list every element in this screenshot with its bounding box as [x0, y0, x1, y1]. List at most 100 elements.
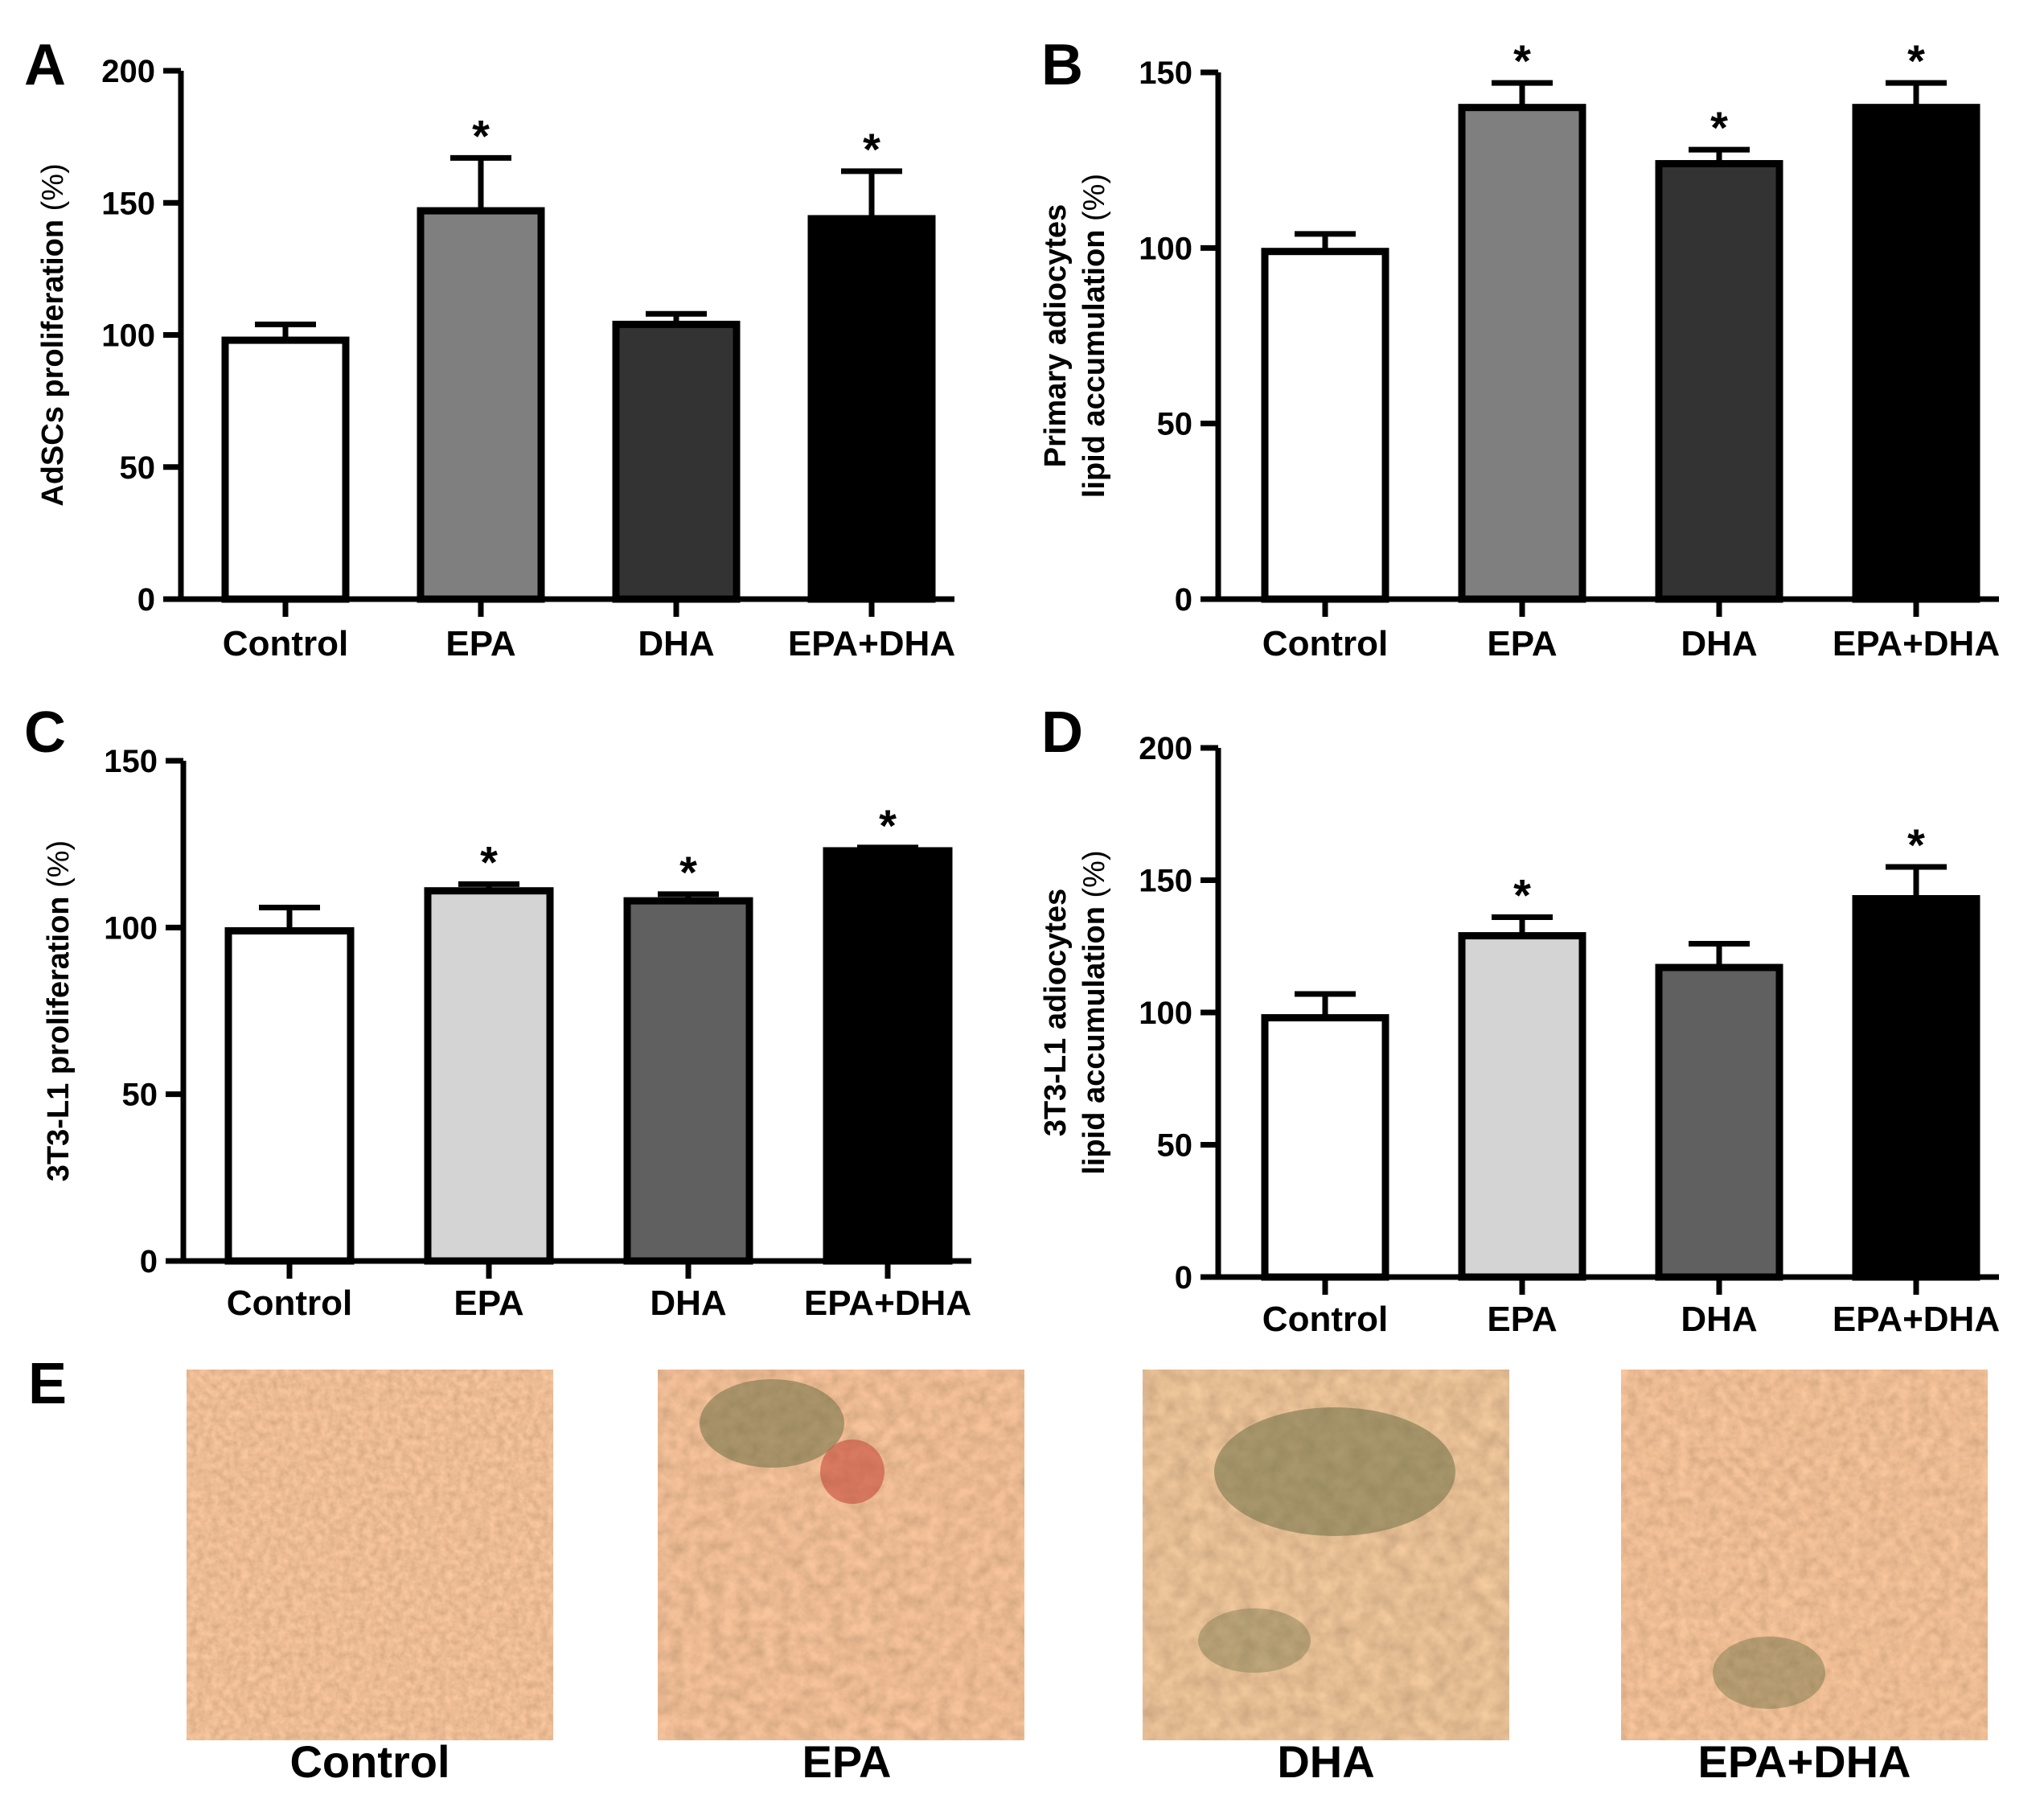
bar-d-epa [1458, 932, 1586, 1281]
significance-a-3: * [863, 124, 880, 175]
significance-a-1: * [472, 110, 490, 161]
y-tick-label-a-200: 200 [101, 54, 155, 89]
micrograph-dha-dark-region-2 [1198, 1608, 1311, 1673]
y-axis-label-b: Primary adiocytes [1039, 204, 1073, 467]
panel-c-chart: C 0 50 100 150 Control EPA * DHA * EPA+DHA * 3T3-L1… [24, 700, 971, 1323]
micrograph-control-texture [187, 1370, 553, 1740]
panel-letter-a: A [24, 33, 66, 97]
significance-b-2: * [1710, 102, 1728, 153]
bar-a-dha [612, 320, 741, 603]
micrograph-dha [1143, 1370, 1509, 1740]
bar-c-dha [623, 897, 753, 1265]
bar-b-control [1261, 248, 1389, 603]
y-axis-unit-d: (%) [1077, 850, 1111, 897]
panel-e-micrographs: E Control EPA DHA EPA+DHA [28, 1352, 1988, 1787]
significance-d-1: * [1513, 870, 1531, 921]
panel-letter-c: C [24, 700, 66, 765]
micrograph-epa-stained-cell [820, 1440, 885, 1504]
category-label-b-0: Control [1262, 624, 1388, 663]
y-axis-label-2-b: lipid accumulation (%) [1077, 174, 1111, 498]
significance-b-1: * [1513, 35, 1531, 86]
panel-a-chart: A 0 50 100 150 200 Control EPA * DHA EPA+DHA * AdSC… [24, 33, 955, 663]
micrograph-epa-dha [1621, 1370, 1988, 1740]
bar-b-epa [1458, 104, 1586, 603]
micrograph-epa [658, 1370, 1024, 1740]
category-label-a-1: EPA [445, 624, 515, 663]
y-axis-unit-a: (%) [36, 163, 70, 211]
bar-d-control [1261, 1014, 1389, 1281]
significance-c-2: * [679, 847, 697, 897]
significance-b-3: * [1907, 35, 1925, 86]
bar-c-control [224, 926, 355, 1265]
y-tick-label-d-0: 0 [1175, 1260, 1192, 1296]
panel-letter-e: E [28, 1352, 67, 1416]
y-tick-label-c-100: 100 [104, 910, 158, 946]
category-label-a-2: DHA [638, 624, 714, 663]
category-label-d-2: DHA [1681, 1300, 1757, 1339]
category-label-c-0: Control [227, 1283, 352, 1323]
category-label-b-2: DHA [1681, 624, 1757, 663]
bar-d-epa-dha [1852, 895, 1980, 1281]
panel-letter-b: B [1041, 33, 1083, 97]
category-label-c-2: DHA [650, 1283, 726, 1323]
plot-a: 0 50 100 150 200 Control EPA * DHA EPA+DHA * AdSCs … [36, 54, 955, 663]
category-label-b-3: EPA+DHA [1833, 624, 2000, 663]
panel-b-chart: B 0 50 100 150 Control EPA * DHA * EPA+DHA * Primar… [1039, 33, 2000, 663]
y-axis-label-d: 3T3-L1 adiocytes [1039, 889, 1073, 1136]
y-tick-label-a-150: 150 [101, 186, 155, 221]
y-axis-label-a: AdSCs proliferation (%) [36, 163, 70, 506]
micrograph-epa-dha-dark-region [1713, 1637, 1825, 1709]
significance-c-1: * [480, 836, 498, 887]
category-label-c-1: EPA [454, 1283, 523, 1323]
bar-a-epa [417, 207, 545, 603]
panel-d-chart: D 0 50 100 150 200 Control EPA * DHA EPA+DHA * 3T3-… [1039, 700, 2000, 1339]
micrograph-epa-dark-region [700, 1379, 844, 1468]
y-tick-label-c-0: 0 [140, 1244, 158, 1279]
y-axis-label-c: 3T3-L1 proliferation (%) [42, 840, 76, 1181]
y-tick-label-a-100: 100 [101, 318, 155, 354]
y-tick-label-d-150: 150 [1139, 864, 1192, 899]
micrograph-control [187, 1370, 553, 1740]
plot-c: 0 50 100 150 Control EPA * DHA * EPA+DHA * 3T3-L1 p… [42, 744, 971, 1323]
category-label-d-0: Control [1262, 1300, 1388, 1339]
micrograph-dha-dark-region [1214, 1407, 1455, 1536]
y-tick-label-c-50: 50 [122, 1078, 158, 1113]
panel-letter-d: D [1041, 700, 1083, 765]
y-tick-label-a-0: 0 [137, 582, 155, 618]
y-tick-label-b-0: 0 [1175, 582, 1192, 618]
micrograph-caption-epa: EPA [802, 1736, 892, 1787]
bar-a-epa-dha [807, 215, 936, 603]
plot-d: 0 50 100 150 200 Control EPA * DHA EPA+DHA * 3T3-L1… [1039, 731, 2000, 1339]
plot-b: 0 50 100 150 Control EPA * DHA * EPA+DHA * Primary … [1039, 35, 2000, 663]
y-tick-label-d-200: 200 [1139, 731, 1192, 766]
micrograph-epa-dha-texture [1621, 1370, 1988, 1740]
y-axis-unit-c: (%) [42, 840, 76, 888]
y-tick-label-d-100: 100 [1139, 996, 1192, 1031]
y-tick-label-d-50: 50 [1157, 1128, 1193, 1164]
bar-b-dha [1655, 160, 1783, 603]
category-label-a-0: Control [223, 624, 348, 663]
micrograph-caption-dha: DHA [1277, 1736, 1374, 1787]
y-axis-unit-b: (%) [1077, 174, 1111, 221]
y-axis-label-2-d: lipid accumulation (%) [1077, 850, 1111, 1174]
micrograph-caption-epa-dha: EPA+DHA [1697, 1736, 1911, 1787]
y-tick-label-a-50: 50 [120, 450, 156, 486]
y-tick-label-b-100: 100 [1139, 231, 1192, 266]
bar-d-dha [1655, 963, 1783, 1281]
bar-b-epa-dha [1852, 104, 1980, 603]
category-label-c-3: EPA+DHA [804, 1283, 971, 1323]
y-tick-label-b-150: 150 [1139, 55, 1192, 91]
significance-c-3: * [879, 800, 897, 851]
y-tick-label-b-50: 50 [1157, 407, 1193, 442]
category-label-a-3: EPA+DHA [788, 624, 955, 663]
bar-c-epa-dha [823, 847, 953, 1265]
category-label-b-1: EPA [1487, 624, 1557, 663]
micrograph-caption-control: Control [289, 1736, 449, 1787]
y-tick-label-c-150: 150 [104, 744, 158, 779]
significance-d-3: * [1907, 819, 1925, 870]
bar-a-control [221, 336, 350, 603]
category-label-d-3: EPA+DHA [1833, 1300, 2000, 1339]
bar-c-epa [424, 887, 554, 1265]
category-label-d-1: EPA [1487, 1300, 1557, 1339]
